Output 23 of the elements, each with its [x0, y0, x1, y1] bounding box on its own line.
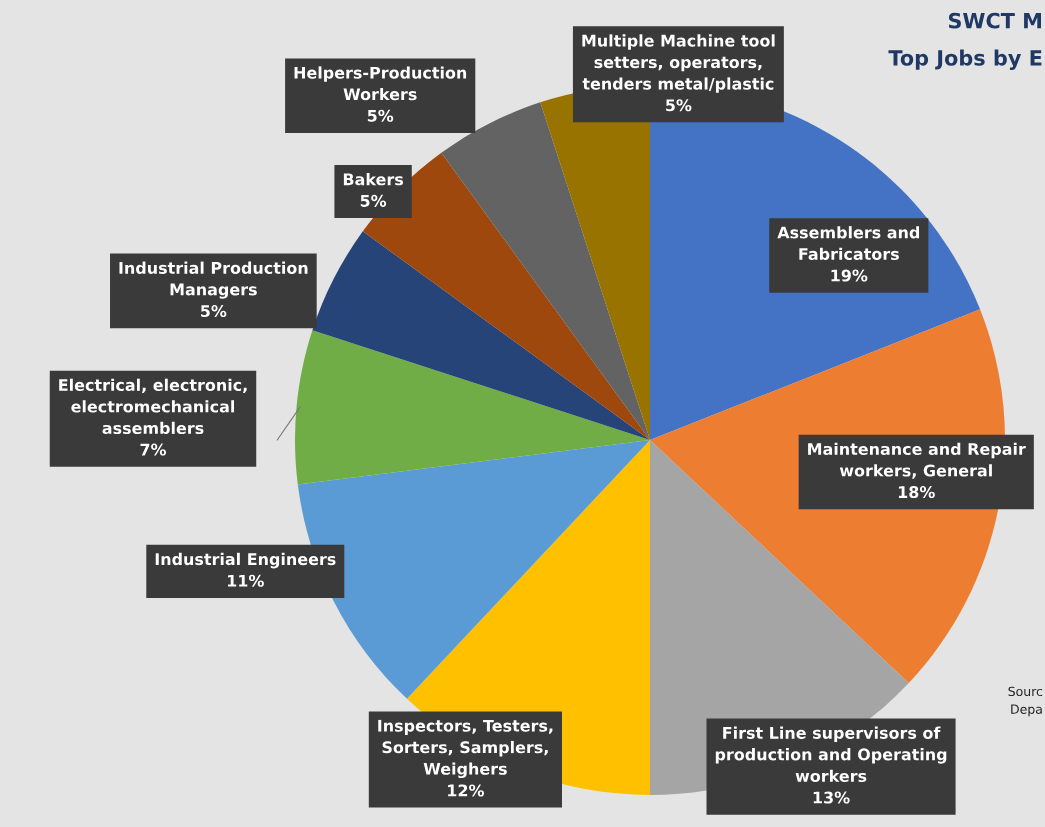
data-label: 13% [813, 791, 850, 804]
data-label: 7% [140, 443, 167, 456]
text: Top Jobs by E [888, 49, 1042, 70]
slice-label: Industrial Engineers [155, 552, 336, 569]
data-label: 5% [360, 194, 387, 207]
data-label: 5% [201, 305, 227, 318]
data-label: 5% [666, 99, 692, 112]
text: Sourc Depa [1008, 686, 1043, 717]
slice-label: Electrical, electronic, electromechanical assemblers [59, 378, 247, 435]
data-label: 19% [831, 269, 868, 282]
data-label: 18% [898, 486, 935, 499]
slice-label: Inspectors, Testers, Sorters, Samplers, Weighers [378, 719, 553, 779]
slice-label: First Line supervisors of production and Operating workers [715, 726, 947, 783]
data-label: 12% [448, 784, 485, 797]
data-label: 11% [227, 574, 264, 587]
slice-label: Helpers-Production Workers [294, 66, 467, 101]
chart-title: SWCT M [948, 12, 1041, 29]
slice-label: Maintenance and Repair workers, General [808, 442, 1026, 479]
slice-label: Assemblers and Fabricators [777, 226, 920, 261]
slice-label: Industrial Production Managers [119, 261, 308, 299]
data-label: 5% [367, 109, 394, 122]
slice-label: Multiple Machine tool setters, operators, tenders metal/plastic [582, 34, 775, 93]
slice-label: Bakers [343, 173, 404, 186]
